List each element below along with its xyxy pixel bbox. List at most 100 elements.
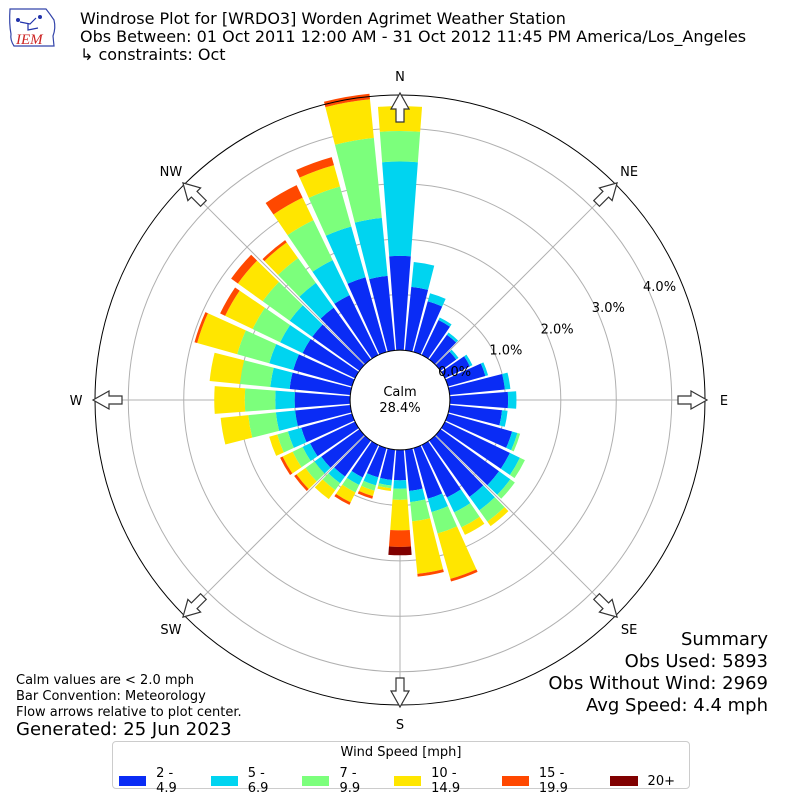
wind-bar-segment bbox=[265, 185, 303, 215]
calm-note: Calm values are < 2.0 mph bbox=[16, 673, 195, 688]
summary-obs-without-wind: Obs Without Wind: 2969 bbox=[548, 673, 768, 694]
wind-bar-segment bbox=[293, 354, 355, 387]
wind-bar-segment bbox=[296, 467, 317, 490]
wind-bar-segment bbox=[382, 161, 418, 257]
wind-bar-segment bbox=[239, 360, 274, 388]
wind-bar-segment bbox=[377, 485, 392, 492]
direction-label: SE bbox=[621, 623, 637, 638]
wind-bar-segment bbox=[500, 452, 520, 476]
wind-bar-segment bbox=[299, 165, 340, 198]
wind-bar-segment bbox=[296, 157, 334, 178]
legend-item: 10 - 14.9 bbox=[394, 766, 488, 796]
wind-bar-segment bbox=[287, 220, 333, 272]
wind-bar-segment bbox=[270, 367, 293, 389]
wind-bar-segment bbox=[393, 480, 407, 489]
calm-label: Calm bbox=[383, 385, 416, 400]
wind-bar-segment bbox=[435, 429, 500, 486]
wind-bar-segment bbox=[412, 518, 444, 574]
legend-label: 15 - 19.9 bbox=[538, 766, 568, 796]
wind-bar-segment bbox=[448, 404, 503, 426]
wind-bar-segment bbox=[209, 352, 245, 385]
wind-bar-segment bbox=[354, 217, 388, 280]
legend: Wind Speed [mph] 2 - 4.9 5 - 6.9 7 - 9.9 10… bbox=[112, 741, 690, 796]
legend-swatch bbox=[501, 776, 529, 786]
wind-bar-segment bbox=[347, 277, 387, 355]
legend-label: 7 - 9.9 bbox=[339, 766, 361, 796]
wind-bar-segment bbox=[497, 479, 515, 499]
flow-arrow-shape bbox=[91, 389, 123, 411]
wind-bar-segment bbox=[287, 427, 307, 448]
wind-bar-segment bbox=[197, 313, 246, 355]
wind-bar-segment bbox=[280, 324, 311, 354]
wind-bar-segment bbox=[427, 493, 448, 513]
direction-label: NW bbox=[160, 165, 183, 180]
wind-bar-segment bbox=[389, 255, 411, 351]
flow-arrow-shape bbox=[182, 182, 208, 208]
wind-bar-segment bbox=[275, 390, 295, 410]
legend-swatch bbox=[609, 776, 638, 786]
legend-item: 20+ bbox=[609, 774, 675, 789]
summary-avg-speed: Avg Speed: 4.4 mph bbox=[586, 695, 768, 716]
legend-items: 2 - 4.9 5 - 6.9 7 - 9.9 10 - 14.9 15 - 19.9 2… bbox=[119, 766, 689, 796]
wind-bar-segment bbox=[404, 448, 423, 492]
wind-bar-segment bbox=[507, 391, 517, 409]
wind-bar-segment bbox=[441, 356, 470, 379]
wind-bar-segment bbox=[409, 488, 426, 503]
grid-spoke bbox=[183, 183, 401, 401]
wind-bar-segment bbox=[378, 483, 392, 489]
wind-bar-segment bbox=[392, 488, 408, 500]
wind-bar-segment bbox=[358, 485, 375, 497]
wind-bar-segment bbox=[429, 435, 484, 497]
flow-arrow-shape bbox=[182, 592, 208, 618]
legend-swatch bbox=[302, 776, 330, 786]
wind-bar-segment bbox=[487, 507, 509, 527]
wind-bar-segment bbox=[509, 457, 525, 479]
wind-bar-segment bbox=[237, 330, 277, 364]
wind-bar-segment bbox=[334, 137, 382, 223]
legend-label: 5 - 6.9 bbox=[247, 766, 269, 796]
flow-arrow-icon bbox=[91, 389, 123, 411]
wind-bar-segment bbox=[301, 413, 355, 443]
wind-bar-segment bbox=[294, 474, 309, 492]
wind-bar-segment bbox=[231, 254, 258, 284]
wind-bar-segment bbox=[310, 421, 359, 457]
wind-bar-segment bbox=[445, 363, 486, 387]
legend-swatch bbox=[394, 776, 422, 786]
ring-label: 0.0% bbox=[438, 365, 471, 380]
wind-bar-segment bbox=[282, 451, 302, 474]
calm-percent: 28.4% bbox=[379, 401, 420, 416]
wind-bar-segment bbox=[427, 293, 446, 307]
wind-bar-segment bbox=[302, 443, 318, 461]
wind-bar-segment bbox=[446, 489, 471, 513]
wind-bar-segment bbox=[366, 445, 387, 478]
wind-bar-segment bbox=[280, 456, 293, 476]
wind-bar-segment bbox=[214, 386, 246, 414]
direction-label: W bbox=[70, 394, 83, 409]
wind-bar-segment bbox=[351, 441, 379, 478]
legend-item: 15 - 19.9 bbox=[501, 766, 596, 796]
wind-bar-segment bbox=[506, 431, 518, 451]
chart-title: Windrose Plot for [WRDO3] Worden Agrimet… bbox=[80, 9, 566, 28]
wind-bar-segment bbox=[312, 324, 365, 371]
flow-arrows-note: Flow arrows relative to plot center. bbox=[16, 705, 242, 720]
wind-bar-segment bbox=[289, 372, 352, 396]
wind-bar-segment bbox=[335, 484, 356, 503]
wind-bar-segment bbox=[361, 480, 376, 491]
flow-arrow-icon bbox=[592, 182, 618, 208]
wind-bar-segment bbox=[321, 429, 365, 468]
wind-bar-segment bbox=[388, 546, 412, 556]
wind-bar-segment bbox=[264, 242, 299, 275]
legend-item: 7 - 9.9 bbox=[302, 766, 380, 796]
legend-swatch bbox=[210, 776, 238, 786]
wind-bar-segment bbox=[277, 431, 294, 453]
wind-bar-segment bbox=[411, 262, 435, 290]
wind-bar-segment bbox=[410, 499, 431, 522]
wind-bar-segment bbox=[487, 471, 511, 495]
ring-label: 2.0% bbox=[541, 322, 574, 337]
flow-arrow-icon bbox=[592, 592, 618, 618]
flow-arrow-shape bbox=[389, 677, 411, 709]
wind-bar-segment bbox=[269, 434, 284, 456]
grid-spoke bbox=[399, 183, 617, 401]
flow-arrow-shape bbox=[677, 389, 709, 411]
wind-bar-segment bbox=[363, 473, 379, 486]
